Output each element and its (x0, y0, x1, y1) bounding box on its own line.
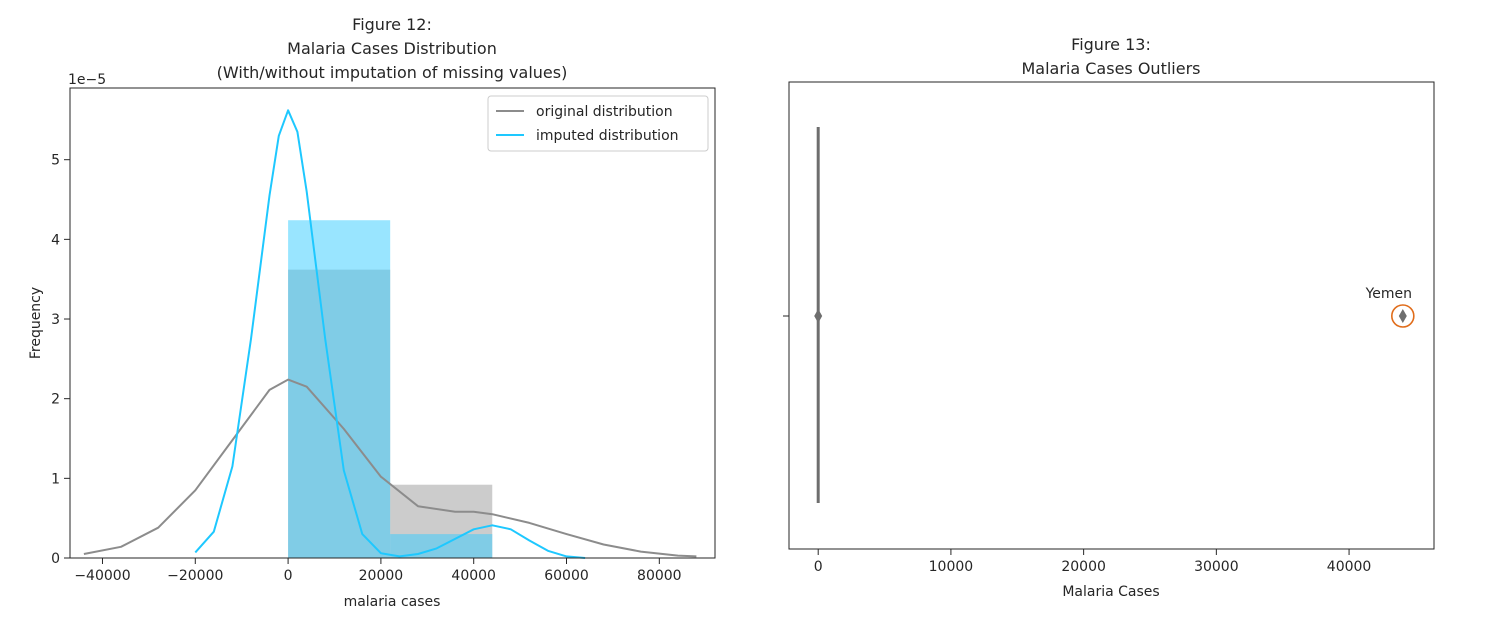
fig13-x-tick-label: 10000 (929, 559, 974, 575)
fig12-legend-label-imputed: imputed distribution (536, 128, 679, 144)
fig12-x-tick-label: 20000 (359, 568, 404, 584)
fig12-y-tick-label: 1 (51, 471, 60, 487)
fig12-title-line-3: (With/without imputation of missing valu… (217, 63, 568, 82)
fig12-title-line-1: Figure 12: (352, 15, 432, 34)
fig12-x-tick-label: 40000 (451, 568, 496, 584)
fig13-x-axis-label: Malaria Cases (1062, 584, 1159, 600)
fig12-y-axis: 0 1 2 3 4 5 (51, 153, 70, 567)
fig13-x-tick-label: 30000 (1194, 559, 1239, 575)
fig13-title-line-1: Figure 13: (1071, 35, 1151, 54)
fig13-annotation-label: Yemen (1365, 286, 1412, 302)
fig12-x-tick-label: 0 (284, 568, 293, 584)
fig13-plot-area: Yemen (814, 127, 1415, 503)
fig13-x-tick-label: 20000 (1061, 559, 1106, 575)
fig12-y-tick-label: 5 (51, 153, 60, 169)
fig12-legend-box (487, 95, 709, 152)
fig12-kde-line (83, 378, 697, 558)
fig12-axes-frame (69, 87, 716, 559)
fig12-legend-label-original: original distribution (536, 104, 673, 120)
chart-fig12: Figure 12: Malaria Cases Distribution (W… (28, 15, 716, 610)
fig12-kde-line (194, 109, 586, 559)
fig12-y-tick-label: 4 (51, 232, 60, 248)
chart-fig13: Figure 13: Malaria Cases Outliers Yemen … (783, 35, 1435, 600)
fig12-y-offset-label: 1e−5 (68, 72, 106, 88)
fig12-x-tick-label: 80000 (637, 568, 682, 584)
fig12-x-tick-label: 60000 (544, 568, 589, 584)
fig13-outlier-point (1398, 309, 1407, 323)
fig13-title-line-2: Malaria Cases Outliers (1021, 59, 1200, 78)
fig13-outlier-highlight-circle (1391, 304, 1415, 328)
fig12-title-line-2: Malaria Cases Distribution (287, 39, 497, 58)
fig12-x-axis-label: malaria cases (344, 594, 441, 610)
fig13-x-axis: 0 10000 20000 30000 40000 (814, 549, 1372, 575)
fig12-y-tick-label: 3 (51, 312, 60, 328)
fig12-hist-bar (288, 220, 391, 558)
fig12-legend: original distribution imputed distributi… (487, 95, 709, 152)
fig13-outlier-point (814, 309, 823, 323)
fig12-x-tick-label: −40000 (74, 568, 130, 584)
fig12-y-tick-label: 0 (51, 551, 60, 567)
fig13-axes-frame (788, 81, 1435, 550)
fig13-x-tick-label: 40000 (1327, 559, 1372, 575)
fig12-y-tick-label: 2 (51, 392, 60, 408)
fig12-plot-area (83, 109, 697, 559)
fig12-x-axis: −40000 −20000 0 20000 40000 60000 80000 (74, 558, 682, 584)
fig12-x-tick-label: −20000 (167, 568, 223, 584)
fig13-x-tick-label: 0 (814, 559, 823, 575)
fig12-y-axis-label: Frequency (28, 287, 44, 359)
